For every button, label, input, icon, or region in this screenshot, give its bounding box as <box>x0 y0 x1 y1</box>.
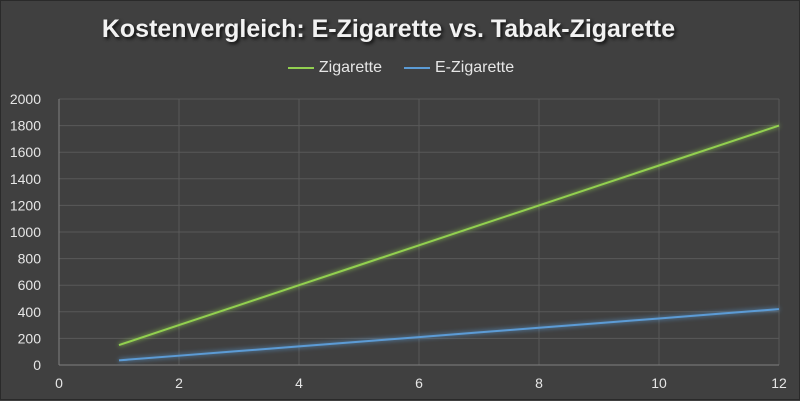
y-tick-label: 1800 <box>10 118 41 134</box>
y-tick-label: 0 <box>33 357 41 373</box>
grid-layer <box>59 98 780 365</box>
chart-legend: Zigarette E-Zigarette <box>1 59 800 77</box>
series-line-e-zigarette <box>118 308 780 362</box>
series-layer <box>118 124 780 362</box>
legend-item-e-zigarette: E-Zigarette <box>404 59 514 77</box>
legend-label-zigarette: Zigarette <box>318 59 382 76</box>
x-tick-label: 10 <box>651 375 667 391</box>
x-tick-label: 0 <box>55 375 63 391</box>
y-tick-label: 2000 <box>10 91 41 107</box>
axis-layer <box>58 99 779 366</box>
y-tick-label: 1600 <box>10 144 41 160</box>
x-tick-label: 6 <box>415 375 423 391</box>
x-tick-label: 4 <box>295 375 303 391</box>
x-tick-label: 12 <box>771 375 787 391</box>
y-tick-label: 1400 <box>10 171 41 187</box>
series-line-zigarette <box>118 124 780 346</box>
y-tick-label: 600 <box>18 277 42 293</box>
legend-label-e-zigarette: E-Zigarette <box>435 59 515 76</box>
legend-swatch-zigarette <box>287 67 314 69</box>
chart-title: Kostenvergleich: E-Zigarette vs. Tabak-Z… <box>101 15 676 43</box>
x-tick-label: 8 <box>535 375 543 391</box>
y-tick-label: 1000 <box>10 224 41 240</box>
x-tick-label: 2 <box>175 375 183 391</box>
y-tick-label: 200 <box>18 330 42 346</box>
y-tick-label: 400 <box>18 304 42 320</box>
y-tick-label: 1200 <box>10 197 41 213</box>
legend-item-zigarette: Zigarette <box>287 59 382 77</box>
tick-label-layer: 0 200 400 600 800 1000 1200 1400 1600 1800 2000 0 2 4… <box>10 91 787 391</box>
legend-swatch-e-zigarette <box>404 67 430 69</box>
y-tick-label: 800 <box>18 251 42 267</box>
